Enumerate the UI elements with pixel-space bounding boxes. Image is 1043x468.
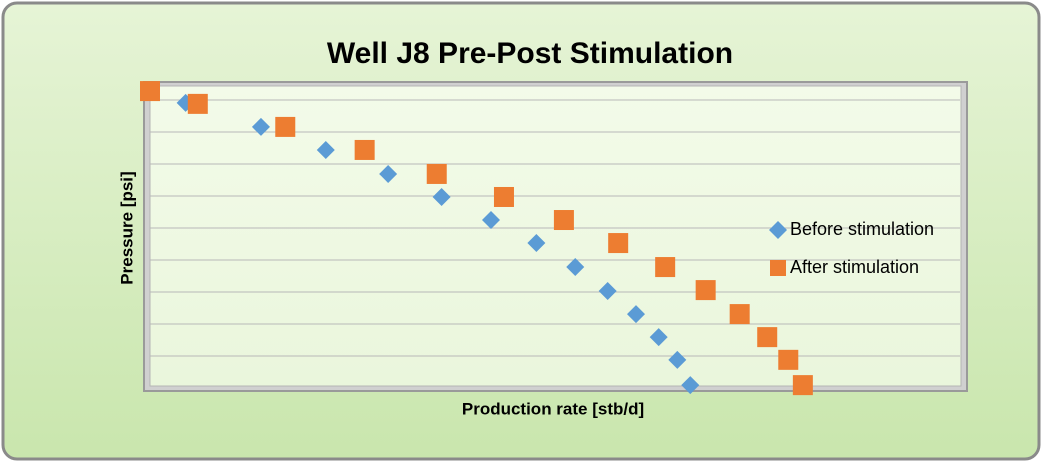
point — [778, 349, 799, 370]
legend-marker — [769, 221, 787, 239]
point — [482, 211, 501, 230]
x-axis-label: Production rate [stb/d] — [462, 399, 644, 418]
point — [432, 187, 451, 206]
point — [187, 93, 208, 114]
point — [275, 116, 296, 137]
point — [379, 164, 398, 183]
point — [527, 234, 546, 253]
point — [140, 81, 160, 102]
legend-marker — [770, 260, 786, 276]
legend-label: Before stimulation — [790, 219, 934, 239]
point — [649, 328, 668, 347]
legend-label: After stimulation — [790, 257, 919, 277]
point — [627, 305, 645, 324]
chart-title: Well J8 Pre-Post Stimulation — [327, 37, 733, 70]
point — [316, 140, 335, 159]
point — [493, 186, 514, 207]
y-axis-label: Pressure [psi] — [117, 171, 136, 284]
point — [757, 327, 778, 348]
point — [608, 233, 629, 254]
point — [729, 304, 750, 325]
point — [251, 117, 270, 136]
point — [792, 375, 813, 396]
point — [681, 376, 700, 395]
point — [655, 257, 676, 278]
point — [668, 350, 687, 369]
point — [598, 282, 617, 301]
point — [566, 258, 585, 277]
point — [426, 163, 447, 184]
point — [695, 280, 716, 301]
point — [354, 139, 375, 160]
point — [553, 210, 574, 231]
plot-area — [149, 85, 962, 387]
